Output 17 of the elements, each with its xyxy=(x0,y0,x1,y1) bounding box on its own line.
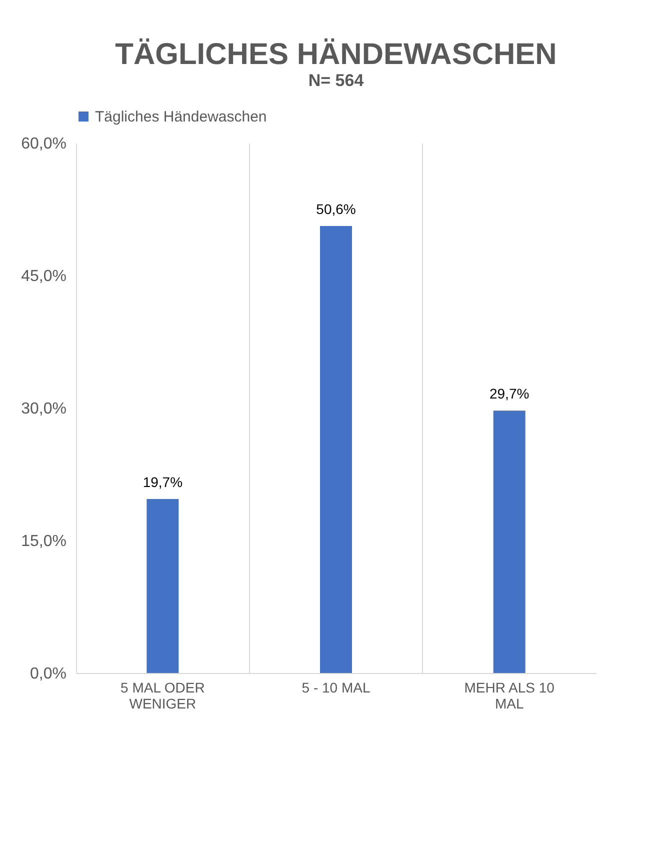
y-tick-label: 0,0% xyxy=(30,666,66,682)
chart-title: TÄGLICHES HÄNDEWASCHEN xyxy=(115,38,557,71)
data-label: 29,7% xyxy=(489,386,530,402)
bar xyxy=(320,226,352,673)
y-tick-label: 15,0% xyxy=(21,533,66,550)
chart-subtitle: N= 564 xyxy=(308,71,364,90)
y-tick-label: 30,0% xyxy=(21,400,66,418)
y-tick-label: 45,0% xyxy=(21,268,66,285)
y-tick-label: 60,0% xyxy=(21,136,66,152)
x-tick-label: 5 - 10 MAL xyxy=(302,680,370,696)
legend-label: Tägliches Händewaschen xyxy=(95,108,267,126)
x-tick-label: 5 MAL ODER WENIGER xyxy=(120,680,205,712)
data-label: 50,6% xyxy=(316,201,356,218)
bar xyxy=(493,410,526,673)
data-label: 19,7% xyxy=(142,474,183,490)
bar xyxy=(146,498,179,673)
x-tick-label: MEHR ALS 10 MAL xyxy=(464,680,555,712)
